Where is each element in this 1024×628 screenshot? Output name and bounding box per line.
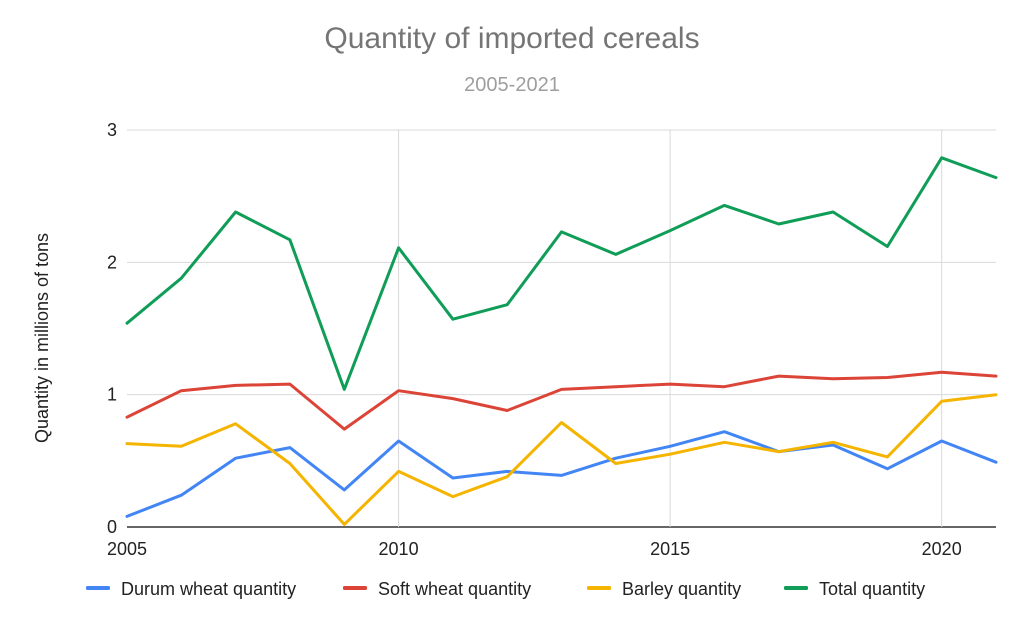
y-tick-label: 1 xyxy=(107,385,117,405)
x-tick-label: 2020 xyxy=(922,539,962,559)
legend-swatch xyxy=(784,586,808,590)
y-axis-label: Quantity in millions of tons xyxy=(32,233,52,443)
y-tick-label: 0 xyxy=(107,517,117,537)
legend: Durum wheat quantity Soft wheat quantity B… xyxy=(86,579,925,599)
grid-lines xyxy=(127,129,996,528)
legend-label: Barley quantity xyxy=(622,579,741,599)
chart-title: Quantity of imported cereals xyxy=(324,22,700,55)
legend-swatch xyxy=(86,586,110,590)
legend-label: Soft wheat quantity xyxy=(378,579,531,599)
series-line-1 xyxy=(125,370,998,431)
legend-swatch xyxy=(587,586,611,590)
x-tick-label: 2015 xyxy=(650,539,690,559)
x-tick-label: 2005 xyxy=(107,539,147,559)
series-line-2 xyxy=(125,393,998,526)
tick-labels: 0 1 2 3 2005 2010 2015 2020 xyxy=(107,120,962,559)
legend-label: Durum wheat quantity xyxy=(121,579,296,599)
y-tick-label: 2 xyxy=(107,252,117,272)
legend-label: Total quantity xyxy=(819,579,925,599)
chart-subtitle: 2005-2021 xyxy=(464,74,560,96)
series-line-0 xyxy=(125,430,998,518)
series-line-3 xyxy=(125,156,998,391)
y-tick-label: 3 xyxy=(107,120,117,140)
legend-swatch xyxy=(343,586,367,590)
x-tick-label: 2010 xyxy=(379,539,419,559)
series-lines xyxy=(125,156,998,526)
